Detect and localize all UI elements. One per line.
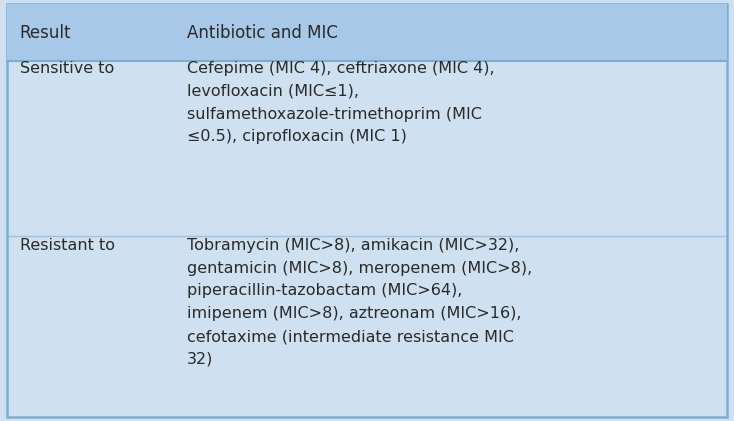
Text: Resistant to: Resistant to [20,238,115,253]
FancyBboxPatch shape [7,4,727,61]
Text: Tobramycin (MIC>8), amikacin (MIC>32),
gentamicin (MIC>8), meropenem (MIC>8),
pi: Tobramycin (MIC>8), amikacin (MIC>32), g… [187,238,532,367]
FancyBboxPatch shape [7,4,727,417]
Text: Sensitive to: Sensitive to [20,61,114,76]
Text: Result: Result [20,24,71,42]
Text: Antibiotic and MIC: Antibiotic and MIC [187,24,338,42]
Text: Cefepime (MIC 4), ceftriaxone (MIC 4),
levofloxacin (MIC≤1),
sulfamethoxazole-tr: Cefepime (MIC 4), ceftriaxone (MIC 4), l… [187,61,495,144]
